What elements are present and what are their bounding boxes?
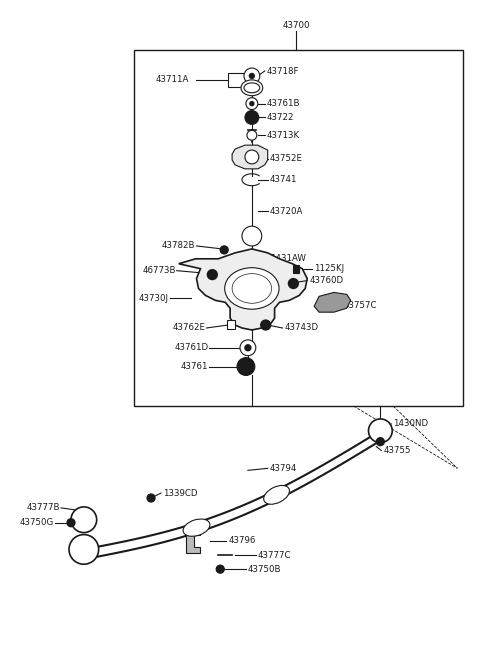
Text: 43796: 43796 xyxy=(228,536,255,545)
Text: 43777B: 43777B xyxy=(26,504,60,512)
Ellipse shape xyxy=(232,274,272,303)
Text: 43755: 43755 xyxy=(384,446,411,455)
Ellipse shape xyxy=(244,83,260,93)
Circle shape xyxy=(216,565,224,573)
Polygon shape xyxy=(179,249,307,330)
Circle shape xyxy=(237,358,255,375)
Text: 43741: 43741 xyxy=(270,176,297,184)
Text: 43762E: 43762E xyxy=(172,324,205,333)
Text: 43761: 43761 xyxy=(181,362,208,371)
Text: 43711A: 43711A xyxy=(156,75,189,84)
Text: 1431AW: 1431AW xyxy=(270,254,306,263)
Text: 43722: 43722 xyxy=(267,113,294,122)
Text: 43743D: 43743D xyxy=(285,324,319,333)
Polygon shape xyxy=(232,145,268,169)
Polygon shape xyxy=(293,265,300,272)
Bar xyxy=(228,73,246,87)
Circle shape xyxy=(242,226,262,246)
Text: 1125KJ: 1125KJ xyxy=(314,264,344,273)
Text: 43777C: 43777C xyxy=(258,551,291,560)
Circle shape xyxy=(376,438,384,445)
Polygon shape xyxy=(186,528,201,553)
Ellipse shape xyxy=(241,80,263,96)
Circle shape xyxy=(245,345,251,350)
Circle shape xyxy=(369,419,392,443)
Text: 43750B: 43750B xyxy=(248,565,281,574)
Text: 43757C: 43757C xyxy=(344,301,377,310)
Text: 43794: 43794 xyxy=(270,464,297,473)
Circle shape xyxy=(288,278,298,288)
Bar xyxy=(134,50,463,406)
Circle shape xyxy=(240,340,256,356)
Text: 43718F: 43718F xyxy=(267,67,299,75)
Circle shape xyxy=(220,246,228,254)
Text: 43782B: 43782B xyxy=(162,242,195,250)
Text: 1339CD: 1339CD xyxy=(163,489,197,498)
Text: 43752E: 43752E xyxy=(270,155,303,164)
Ellipse shape xyxy=(264,485,289,504)
Ellipse shape xyxy=(245,150,259,164)
Ellipse shape xyxy=(183,519,210,536)
Circle shape xyxy=(247,130,257,140)
Ellipse shape xyxy=(225,268,279,309)
Polygon shape xyxy=(314,292,351,312)
Text: 43700: 43700 xyxy=(283,21,310,30)
Circle shape xyxy=(147,494,155,502)
Bar xyxy=(227,320,235,329)
Circle shape xyxy=(69,534,99,564)
Text: 43720A: 43720A xyxy=(270,207,303,216)
Circle shape xyxy=(244,68,260,84)
Text: 46773B: 46773B xyxy=(142,266,176,275)
Text: 43750G: 43750G xyxy=(20,518,54,527)
Circle shape xyxy=(71,507,96,533)
Text: 43761D: 43761D xyxy=(174,343,208,352)
Circle shape xyxy=(207,270,217,280)
Text: 43761B: 43761B xyxy=(267,99,300,108)
Circle shape xyxy=(245,111,259,124)
Text: 43713K: 43713K xyxy=(267,131,300,140)
Circle shape xyxy=(250,73,254,79)
Circle shape xyxy=(261,320,271,330)
Text: 43760D: 43760D xyxy=(309,276,343,285)
Circle shape xyxy=(250,102,254,105)
Circle shape xyxy=(246,98,258,109)
Text: 43730J: 43730J xyxy=(139,294,169,303)
Text: 1430ND: 1430ND xyxy=(393,419,428,428)
Circle shape xyxy=(67,519,75,527)
